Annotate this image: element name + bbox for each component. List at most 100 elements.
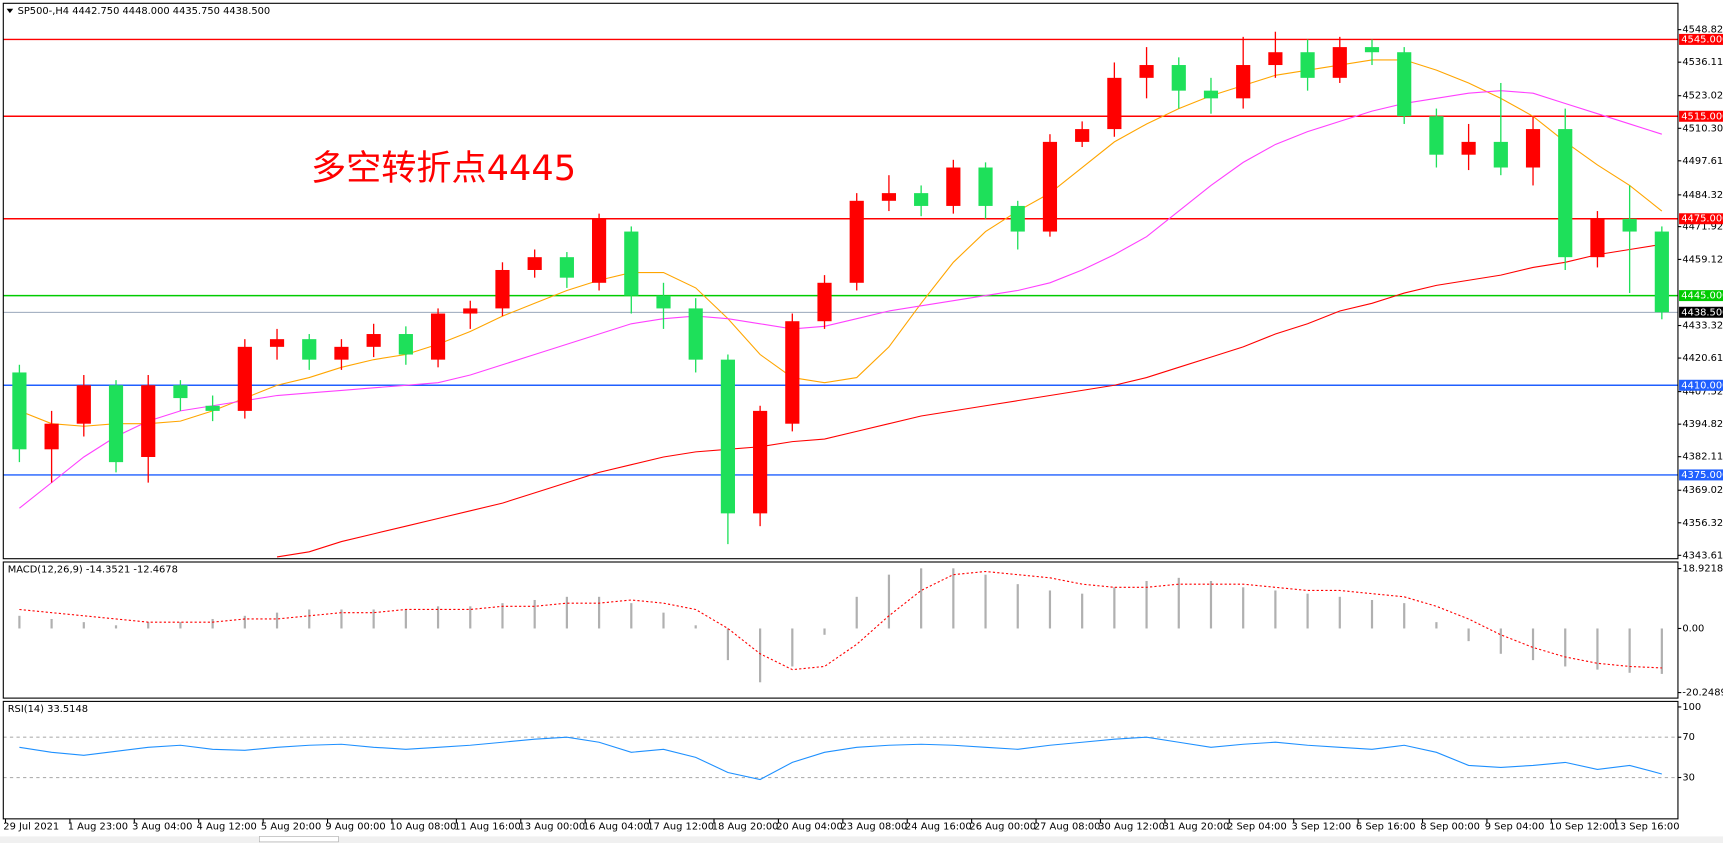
- y-tick-label: 0.00: [1682, 623, 1704, 634]
- candle-body: [849, 200, 864, 283]
- y-tick-label: 4369.025: [1682, 485, 1723, 496]
- y-tick-label: 4394.820: [1682, 419, 1723, 430]
- rsi-panel: [2, 700, 1679, 820]
- macd-bar: [114, 625, 118, 629]
- x-tick-label: 2 Sep 04:00: [1227, 822, 1287, 833]
- macd-bar: [1274, 590, 1277, 629]
- macd-bar: [887, 574, 891, 629]
- macd-bar: [533, 599, 536, 629]
- y-tick-label: 4343.615: [1682, 550, 1723, 561]
- candle-body: [463, 308, 478, 314]
- rsi-label: RSI(14) 33.5148: [8, 704, 88, 715]
- y-tick-label: 4471.920: [1682, 222, 1723, 233]
- macd-bar: [1370, 599, 1374, 629]
- candle-body: [1558, 129, 1573, 258]
- candle-body: [1622, 218, 1637, 232]
- candle-body: [366, 334, 381, 347]
- level-label-bg: [1679, 306, 1723, 318]
- macd-bar: [243, 615, 246, 629]
- candle-body: [785, 321, 800, 424]
- candle-body: [44, 423, 59, 450]
- macd-bar: [275, 612, 279, 629]
- moving-average: [276, 243, 1662, 558]
- macd-bar: [1209, 580, 1213, 629]
- candle-body: [817, 282, 832, 322]
- macd-bar: [726, 628, 730, 661]
- macd-bar: [1048, 590, 1052, 629]
- macd-bar: [1660, 628, 1663, 674]
- macd-bar: [372, 609, 375, 629]
- macd-bar: [791, 628, 794, 667]
- level-label-bg: [1679, 33, 1723, 45]
- x-tick-label: 23 Aug 08:00: [841, 822, 908, 833]
- x-tick-label: 10 Aug 08:00: [390, 822, 457, 833]
- y-tick-label: 30: [1682, 773, 1695, 784]
- x-tick-label: 13 Sep 16:00: [1614, 822, 1680, 833]
- x-tick-label: 20 Aug 04:00: [776, 822, 843, 833]
- candle-body: [1171, 65, 1186, 91]
- level-label-bg: [1679, 213, 1723, 225]
- x-tick-label: 1 Aug 23:00: [68, 822, 128, 833]
- x-tick-label: 18 Aug 20:00: [712, 822, 779, 833]
- y-tick-label: 4536.115: [1682, 57, 1723, 68]
- level-label: 4545.000: [1681, 34, 1723, 45]
- x-tick-label: 5 Aug 20:00: [261, 822, 321, 833]
- candle-body: [1525, 129, 1541, 168]
- macd-bar: [1564, 628, 1567, 667]
- y-tick-label: 4356.320: [1682, 518, 1723, 529]
- candle-body: [914, 193, 929, 206]
- level-label: 4375.000: [1681, 470, 1723, 481]
- candle-body: [624, 231, 639, 296]
- candle-body: [430, 313, 446, 360]
- macd-bar: [1113, 587, 1116, 629]
- x-tick-label: 10 Sep 12:00: [1549, 822, 1615, 833]
- macd-bar: [18, 615, 21, 629]
- candle-body: [1236, 65, 1251, 99]
- macd-bar: [211, 618, 214, 629]
- candle-body: [173, 385, 188, 399]
- candle-body: [1654, 231, 1669, 313]
- rsi-line: [19, 736, 1662, 781]
- y-tick-label: 4459.125: [1682, 254, 1723, 265]
- level-label: 4475.000: [1681, 214, 1723, 225]
- y-tick-label: 70: [1682, 732, 1695, 743]
- macd-panel: [2, 561, 1679, 699]
- macd-bar: [308, 609, 311, 629]
- x-tick-label: 9 Aug 00:00: [325, 822, 385, 833]
- candle-body: [1203, 90, 1219, 99]
- level-label-bg: [1679, 110, 1723, 122]
- candle-body: [1010, 205, 1025, 232]
- y-tick-label: 4382.115: [1682, 452, 1723, 463]
- menu-arrow[interactable]: [6, 8, 14, 14]
- candle-body: [205, 405, 220, 411]
- candle-body: [1075, 129, 1090, 142]
- x-tick-label: 4 Aug 12:00: [197, 822, 257, 833]
- x-tick-label: 30 Aug 12:00: [1098, 822, 1165, 833]
- candle-body: [269, 339, 285, 347]
- y-tick-label: 4433.320: [1682, 321, 1723, 332]
- chart-header: SP500-,H4 4442.750 4448.000 4435.750 443…: [18, 6, 271, 17]
- main-panel: [2, 2, 1679, 560]
- tab[interactable]: [259, 836, 339, 843]
- candle-body: [592, 218, 607, 283]
- x-tick-label: 9 Sep 04:00: [1485, 822, 1545, 833]
- macd-bar: [1338, 596, 1341, 629]
- x-tick-label: 8 Sep 00:00: [1420, 822, 1480, 833]
- x-tick-label: 6 Sep 16:00: [1356, 822, 1416, 833]
- y-tick-label: 4523.025: [1682, 91, 1723, 102]
- macd-label: MACD(12,26,9) -14.3521 -12.4678: [8, 565, 178, 576]
- candle-body: [141, 385, 156, 458]
- macd-bar: [436, 606, 440, 629]
- macd-bar: [179, 622, 182, 629]
- macd-bar: [469, 606, 472, 629]
- candle-body: [1268, 52, 1283, 66]
- y-tick-label: 4484.320: [1682, 190, 1723, 201]
- macd-bar: [984, 574, 987, 629]
- y-tick-label: 18.9218: [1682, 564, 1723, 575]
- candle-body: [1300, 52, 1315, 78]
- candle-body: [76, 385, 91, 424]
- candle-body: [656, 295, 671, 309]
- macd-bar: [662, 612, 665, 629]
